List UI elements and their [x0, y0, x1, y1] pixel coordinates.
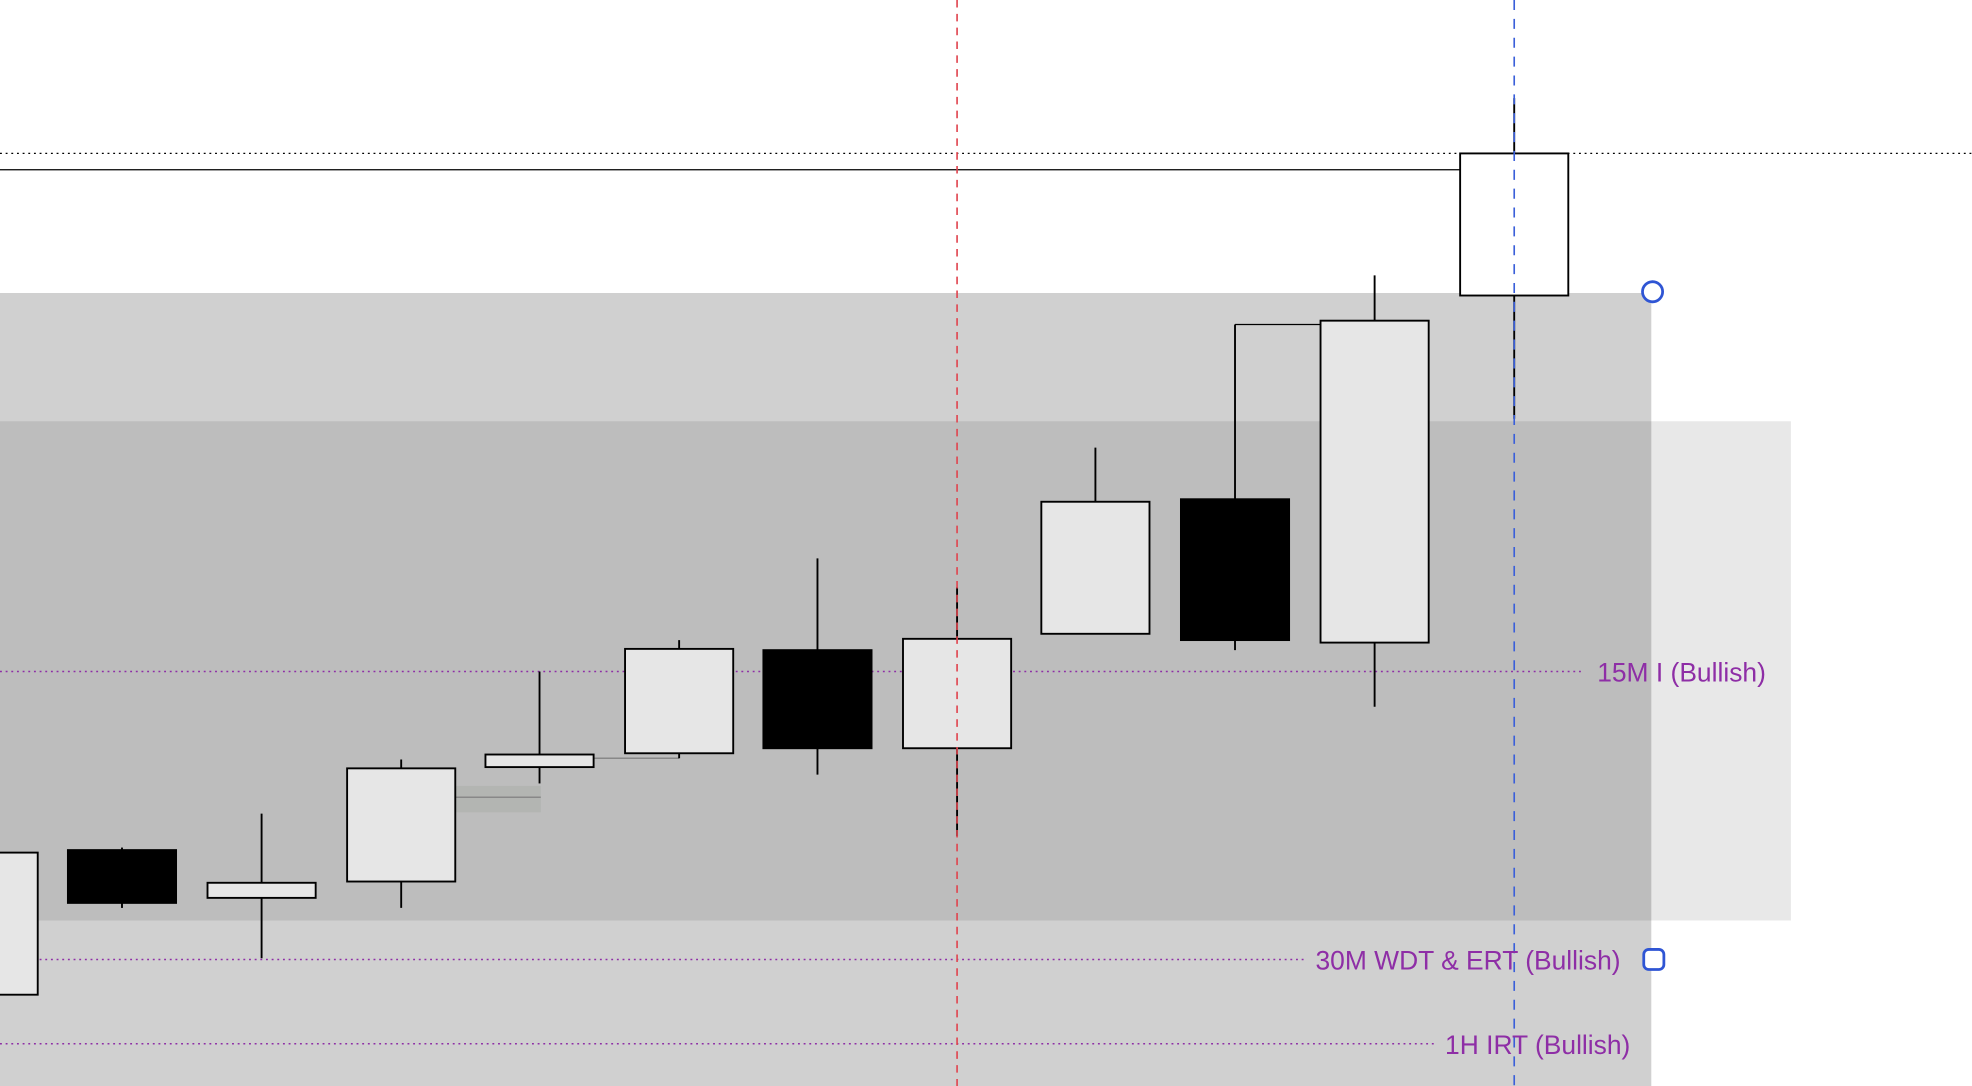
candle-body: [66, 849, 178, 904]
candle-body: [624, 647, 735, 755]
candle-body: [0, 851, 39, 996]
candles: [0, 98, 1570, 996]
candle-body: [346, 767, 457, 883]
level-label-1h: 1H IRT (Bullish): [1445, 1030, 1630, 1060]
candle-body: [1179, 498, 1291, 642]
zone-handle-circle-icon[interactable]: [1641, 280, 1665, 304]
level-label-30m: 30M WDT & ERT (Bullish): [1316, 946, 1621, 976]
candle-body: [1319, 319, 1430, 644]
candle-body: [1040, 500, 1151, 635]
candle: [206, 813, 317, 959]
candle-body: [762, 649, 873, 750]
reference-lines: [0, 152, 1972, 326]
zone-handle-square-icon[interactable]: [1642, 948, 1666, 971]
level-label-15m: 15M I (Bullish): [1597, 658, 1766, 688]
candle: [1040, 447, 1151, 635]
small-gap-zone: [455, 785, 541, 813]
candle-body: [206, 881, 317, 899]
markers: [956, 0, 1666, 1086]
candle: [66, 847, 178, 908]
candle: [1179, 324, 1291, 651]
zone-extension: [1651, 421, 1791, 921]
candle: [484, 671, 595, 784]
candle: [624, 640, 735, 759]
candle: [346, 759, 457, 908]
candle: [762, 558, 873, 775]
candle: [1319, 275, 1430, 707]
candle-body: [484, 753, 595, 769]
candle: [0, 851, 39, 996]
